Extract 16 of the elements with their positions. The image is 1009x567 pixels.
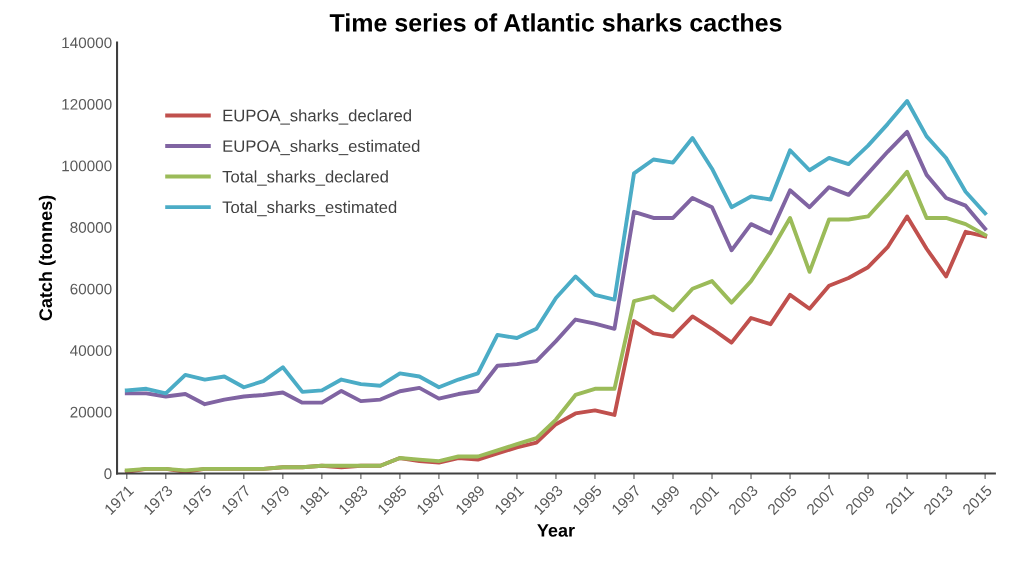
- y-tick-label: 120000: [62, 98, 112, 110]
- legend-label: Total_sharks_declared: [222, 170, 388, 186]
- y-tick-label: 40000: [70, 345, 112, 357]
- y-tick-label: 140000: [62, 37, 112, 49]
- legend-label: EUPOA_sharks_estimated: [223, 139, 420, 156]
- y-tick-label: 0: [104, 468, 112, 480]
- line-series: [124, 169, 988, 473]
- y-tick-label: 60000: [70, 283, 112, 295]
- chart-title: Time series of Atlantic sharks cacthes: [329, 13, 782, 32]
- legend-label: Total_sharks_estimated: [222, 200, 397, 217]
- x-axis-title: Year: [537, 524, 575, 537]
- y-axis-title: Catch (tonnes): [38, 195, 56, 321]
- legend-label: EUPOA_sharks_declared: [223, 109, 411, 125]
- y-tick-label: 20000: [70, 406, 112, 418]
- y-tick-label: 80000: [70, 222, 112, 233]
- y-tick-label: 100000: [62, 160, 112, 172]
